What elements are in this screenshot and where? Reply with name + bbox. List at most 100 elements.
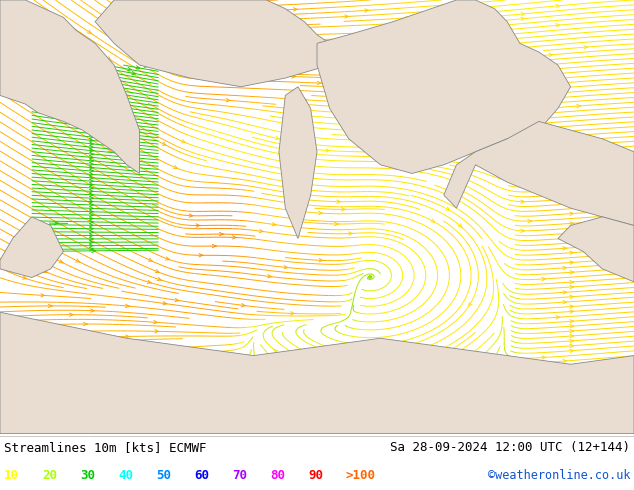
FancyArrowPatch shape — [233, 236, 236, 239]
FancyArrowPatch shape — [563, 360, 567, 363]
FancyArrowPatch shape — [89, 139, 93, 142]
Text: 80: 80 — [270, 469, 285, 483]
FancyArrowPatch shape — [419, 368, 424, 372]
FancyArrowPatch shape — [535, 180, 539, 184]
FancyArrowPatch shape — [89, 227, 93, 230]
FancyArrowPatch shape — [23, 276, 27, 279]
FancyArrowPatch shape — [292, 75, 295, 78]
FancyArrowPatch shape — [174, 166, 178, 169]
FancyArrowPatch shape — [89, 179, 93, 183]
FancyArrowPatch shape — [33, 273, 37, 276]
FancyArrowPatch shape — [570, 319, 574, 323]
Text: 20: 20 — [42, 469, 57, 483]
FancyArrowPatch shape — [90, 101, 94, 104]
FancyArrowPatch shape — [254, 428, 259, 431]
FancyArrowPatch shape — [84, 341, 87, 344]
FancyArrowPatch shape — [90, 77, 94, 81]
FancyArrowPatch shape — [570, 270, 574, 274]
FancyArrowPatch shape — [89, 146, 93, 148]
FancyArrowPatch shape — [90, 84, 94, 87]
FancyArrowPatch shape — [75, 259, 80, 262]
FancyArrowPatch shape — [27, 329, 31, 332]
FancyArrowPatch shape — [89, 172, 93, 176]
FancyArrowPatch shape — [161, 34, 165, 38]
FancyArrowPatch shape — [293, 174, 297, 177]
FancyArrowPatch shape — [89, 210, 93, 213]
FancyArrowPatch shape — [89, 214, 93, 217]
FancyArrowPatch shape — [259, 229, 263, 233]
FancyArrowPatch shape — [597, 430, 601, 433]
FancyArrowPatch shape — [549, 160, 553, 163]
FancyArrowPatch shape — [286, 160, 290, 164]
FancyArrowPatch shape — [148, 258, 153, 261]
FancyArrowPatch shape — [89, 223, 93, 227]
FancyArrowPatch shape — [125, 360, 129, 364]
FancyArrowPatch shape — [89, 247, 93, 251]
FancyArrowPatch shape — [356, 65, 359, 69]
FancyArrowPatch shape — [570, 295, 574, 298]
FancyArrowPatch shape — [132, 72, 136, 75]
FancyArrowPatch shape — [570, 344, 574, 347]
FancyArrowPatch shape — [90, 95, 94, 98]
FancyArrowPatch shape — [89, 183, 93, 186]
FancyArrowPatch shape — [89, 132, 93, 135]
Text: 70: 70 — [232, 469, 247, 483]
FancyArrowPatch shape — [333, 348, 337, 351]
FancyArrowPatch shape — [242, 66, 246, 69]
FancyArrowPatch shape — [125, 404, 129, 407]
FancyArrowPatch shape — [365, 9, 368, 12]
FancyArrowPatch shape — [385, 419, 389, 423]
FancyArrowPatch shape — [549, 53, 553, 57]
Polygon shape — [0, 217, 63, 277]
FancyArrowPatch shape — [126, 304, 129, 308]
FancyArrowPatch shape — [136, 66, 140, 69]
FancyArrowPatch shape — [219, 232, 223, 236]
FancyArrowPatch shape — [542, 277, 546, 281]
FancyArrowPatch shape — [255, 27, 259, 31]
FancyArrowPatch shape — [108, 71, 113, 74]
FancyArrowPatch shape — [89, 230, 93, 234]
FancyArrowPatch shape — [434, 33, 437, 37]
FancyArrowPatch shape — [125, 384, 129, 388]
FancyArrowPatch shape — [41, 294, 45, 297]
FancyArrowPatch shape — [89, 220, 93, 223]
FancyArrowPatch shape — [326, 149, 330, 152]
FancyArrowPatch shape — [153, 386, 157, 389]
FancyArrowPatch shape — [89, 155, 93, 159]
FancyArrowPatch shape — [346, 51, 349, 54]
FancyArrowPatch shape — [563, 266, 567, 270]
FancyArrowPatch shape — [89, 207, 93, 210]
FancyArrowPatch shape — [189, 214, 193, 218]
FancyArrowPatch shape — [291, 312, 295, 315]
FancyArrowPatch shape — [570, 305, 574, 308]
FancyArrowPatch shape — [444, 395, 448, 399]
FancyArrowPatch shape — [584, 46, 588, 49]
Text: >100: >100 — [346, 469, 376, 483]
FancyArrowPatch shape — [521, 200, 525, 203]
FancyArrowPatch shape — [334, 361, 339, 364]
FancyArrowPatch shape — [570, 242, 574, 245]
FancyArrowPatch shape — [89, 241, 93, 244]
FancyArrowPatch shape — [212, 245, 216, 248]
Text: 30: 30 — [80, 469, 95, 483]
FancyArrowPatch shape — [125, 374, 129, 378]
FancyArrowPatch shape — [303, 98, 307, 101]
FancyArrowPatch shape — [90, 88, 94, 91]
FancyArrowPatch shape — [59, 260, 63, 263]
FancyArrowPatch shape — [563, 300, 567, 304]
FancyArrowPatch shape — [394, 76, 398, 79]
FancyArrowPatch shape — [316, 358, 321, 361]
FancyArrowPatch shape — [90, 98, 94, 101]
FancyArrowPatch shape — [89, 118, 93, 122]
FancyArrowPatch shape — [187, 386, 191, 389]
FancyArrowPatch shape — [89, 108, 93, 111]
FancyArrowPatch shape — [458, 224, 463, 228]
FancyArrowPatch shape — [549, 63, 553, 66]
FancyArrowPatch shape — [226, 98, 230, 102]
FancyArrowPatch shape — [337, 200, 340, 203]
FancyArrowPatch shape — [89, 159, 93, 162]
FancyArrowPatch shape — [54, 221, 58, 225]
FancyArrowPatch shape — [43, 14, 48, 18]
FancyArrowPatch shape — [284, 266, 288, 269]
FancyArrowPatch shape — [89, 169, 93, 172]
